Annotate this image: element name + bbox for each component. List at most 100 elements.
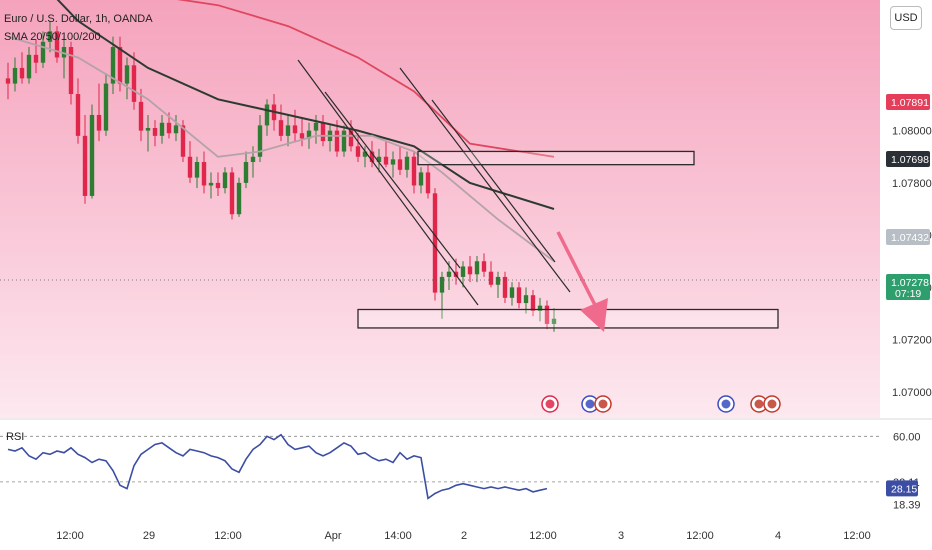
time-tick-label: 12:00 [529,530,557,542]
time-tick-label: 14:00 [384,530,412,542]
time-tick-label: 3 [618,530,624,542]
candle-body [334,130,340,152]
candle-body [474,261,480,275]
sma-line [7,35,555,263]
eu-event-icon[interactable] [717,395,735,413]
candle-body [278,120,284,136]
candle-body [187,156,193,178]
sma-line [56,0,555,210]
candle-body [40,41,46,63]
forecast-arrow-head[interactable] [580,298,608,332]
us-event-icon[interactable] [594,395,612,413]
candle-body [285,125,291,136]
candle-body [530,295,536,311]
candle-body [320,122,326,142]
candle-body [5,78,11,84]
candle-body [355,146,361,157]
candle-body [124,65,130,84]
candle-body [467,266,473,275]
candle-body [369,151,375,162]
drawing-layer[interactable] [0,59,880,413]
candle-body [418,172,424,186]
legend-indicator: SMA 20/50/100/200 [4,31,101,43]
us-event-icon[interactable] [763,395,781,413]
candle-body [61,47,67,58]
candle-body [376,156,382,162]
countdown-label: 07:19 [895,288,921,300]
candle-body [47,31,53,42]
candle-body [68,47,74,95]
candle-body [411,156,417,186]
price-pane[interactable] [0,0,880,418]
candle-body [243,161,249,183]
time-tick-label: 12:00 [56,530,84,542]
time-tick-label: 12:00 [686,530,714,542]
forecast-arrow-shaft[interactable] [556,231,597,306]
price-tick-label: 1.07000 [892,387,932,399]
price-tag-label: 1.07698 [891,154,929,166]
candle-body [110,47,116,84]
candle-body [264,104,270,126]
candle-body [502,276,508,298]
candle-body [208,182,214,186]
candle-body [383,156,389,165]
candles-layer [5,20,557,332]
candle-body [250,156,256,162]
price-tag: 1.07432 [886,229,930,245]
currency-button[interactable]: USD [890,6,922,30]
candle-body [138,101,144,131]
candle-body [439,276,445,293]
trend-line[interactable] [431,99,556,263]
candle-body [481,261,487,272]
candle-body [292,125,298,134]
candle-body [516,287,522,304]
time-tick-label: Apr [324,530,341,542]
candle-body [236,182,242,215]
candle-body [215,182,221,189]
candle-body [460,266,466,277]
rsi-tag-label: 28.15 [891,483,917,495]
candle-body [551,318,557,324]
candle-body [348,130,354,147]
trend-line[interactable] [324,91,461,269]
candle-body [544,305,550,324]
candle-body [152,128,158,136]
candle-body [159,122,165,136]
candle-body [26,54,32,79]
candle-body [75,94,81,136]
time-tick-label: 2 [461,530,467,542]
time-tick-label: 29 [143,530,155,542]
axis-layer: 1.080001.078001.076001.074001.072001.070… [56,94,932,542]
price-tag-label: 1.07432 [891,232,929,244]
trend-line[interactable] [399,67,571,293]
candle-body [313,122,319,131]
candle-body [54,31,60,58]
candle-body [390,159,396,165]
rsi-label: RSI [6,431,24,443]
candle-body [488,271,494,285]
candle-body [19,67,25,79]
price-tick-label: 1.07200 [892,335,932,347]
candle-body [495,276,501,285]
candle-body [537,305,543,311]
candle-body [523,295,529,304]
candle-body [509,287,515,298]
candle-body [306,130,312,139]
price-zone[interactable] [417,150,695,166]
candle-body [12,67,18,84]
candle-body [362,151,368,157]
trend-line[interactable] [297,59,479,306]
price-tick-label: 1.08000 [892,126,932,138]
rsi-pane[interactable] [0,420,880,518]
rsi-tick-label: 60.00 [893,431,921,443]
candle-body [96,114,102,131]
time-tick-label: 4 [775,530,781,542]
candle-body [89,114,95,196]
lightning-event-icon[interactable] [541,395,559,413]
candle-body [299,133,305,139]
candle-body [432,193,438,293]
candle-body [33,54,39,63]
eu-event-icon[interactable] [581,395,599,413]
price-zone[interactable] [357,308,779,329]
